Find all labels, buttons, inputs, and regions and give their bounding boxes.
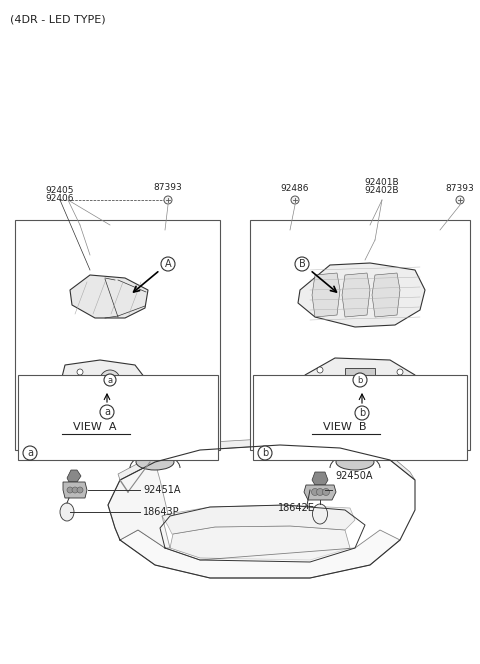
- Text: VIEW  A: VIEW A: [73, 422, 117, 432]
- Polygon shape: [312, 472, 328, 485]
- Circle shape: [258, 446, 272, 460]
- Text: a: a: [108, 376, 113, 384]
- Polygon shape: [108, 462, 170, 548]
- Text: b: b: [262, 448, 268, 458]
- FancyBboxPatch shape: [250, 220, 470, 450]
- Circle shape: [323, 489, 329, 495]
- Circle shape: [322, 389, 328, 395]
- Text: a: a: [27, 448, 33, 458]
- Ellipse shape: [136, 454, 174, 470]
- Circle shape: [295, 257, 309, 271]
- Circle shape: [67, 487, 73, 493]
- Polygon shape: [298, 263, 425, 327]
- Circle shape: [87, 392, 93, 398]
- Circle shape: [161, 257, 175, 271]
- Polygon shape: [304, 485, 336, 500]
- Circle shape: [100, 405, 114, 419]
- Text: 87393: 87393: [445, 184, 474, 193]
- FancyBboxPatch shape: [18, 375, 218, 460]
- Circle shape: [365, 377, 371, 383]
- Text: (4DR - LED TYPE): (4DR - LED TYPE): [10, 14, 106, 24]
- Circle shape: [23, 446, 37, 460]
- Ellipse shape: [60, 503, 74, 521]
- Ellipse shape: [312, 504, 327, 524]
- Text: 92405: 92405: [46, 186, 74, 195]
- Polygon shape: [170, 526, 350, 560]
- Text: b: b: [359, 408, 365, 418]
- Circle shape: [164, 196, 172, 204]
- Text: 92451A: 92451A: [143, 485, 180, 495]
- Text: B: B: [299, 259, 305, 269]
- Polygon shape: [70, 275, 148, 318]
- Polygon shape: [120, 530, 400, 578]
- Circle shape: [353, 373, 367, 387]
- Text: 87393: 87393: [154, 183, 182, 192]
- Polygon shape: [60, 360, 145, 400]
- Text: VIEW  B: VIEW B: [323, 422, 367, 432]
- Text: 18642E: 18642E: [278, 503, 315, 513]
- Text: A: A: [165, 259, 171, 269]
- Polygon shape: [305, 358, 415, 402]
- Ellipse shape: [336, 454, 374, 470]
- Text: a: a: [104, 407, 110, 417]
- Circle shape: [100, 370, 120, 390]
- Text: 92402B: 92402B: [365, 186, 399, 195]
- Circle shape: [77, 369, 83, 375]
- Polygon shape: [67, 470, 81, 482]
- Circle shape: [122, 389, 128, 395]
- Text: 18643P: 18643P: [143, 507, 180, 517]
- Polygon shape: [372, 273, 400, 317]
- Polygon shape: [162, 505, 355, 534]
- Polygon shape: [312, 273, 340, 317]
- FancyBboxPatch shape: [345, 368, 375, 392]
- FancyBboxPatch shape: [253, 375, 467, 460]
- Circle shape: [104, 374, 116, 386]
- Text: 92401B: 92401B: [365, 178, 399, 187]
- Circle shape: [312, 489, 319, 495]
- Circle shape: [357, 377, 363, 383]
- Circle shape: [291, 196, 299, 204]
- Circle shape: [397, 369, 403, 375]
- Polygon shape: [63, 482, 87, 498]
- Circle shape: [349, 377, 355, 383]
- Circle shape: [456, 196, 464, 204]
- Text: b: b: [357, 376, 363, 384]
- Circle shape: [317, 367, 323, 373]
- Circle shape: [77, 487, 83, 493]
- Circle shape: [72, 487, 78, 493]
- FancyBboxPatch shape: [15, 220, 220, 450]
- Polygon shape: [118, 438, 415, 480]
- Circle shape: [355, 406, 369, 420]
- Text: 92450A: 92450A: [335, 471, 372, 481]
- Circle shape: [316, 489, 324, 495]
- Circle shape: [105, 375, 115, 385]
- Text: 92486: 92486: [281, 184, 309, 193]
- Polygon shape: [342, 273, 370, 317]
- Text: 92406: 92406: [46, 194, 74, 203]
